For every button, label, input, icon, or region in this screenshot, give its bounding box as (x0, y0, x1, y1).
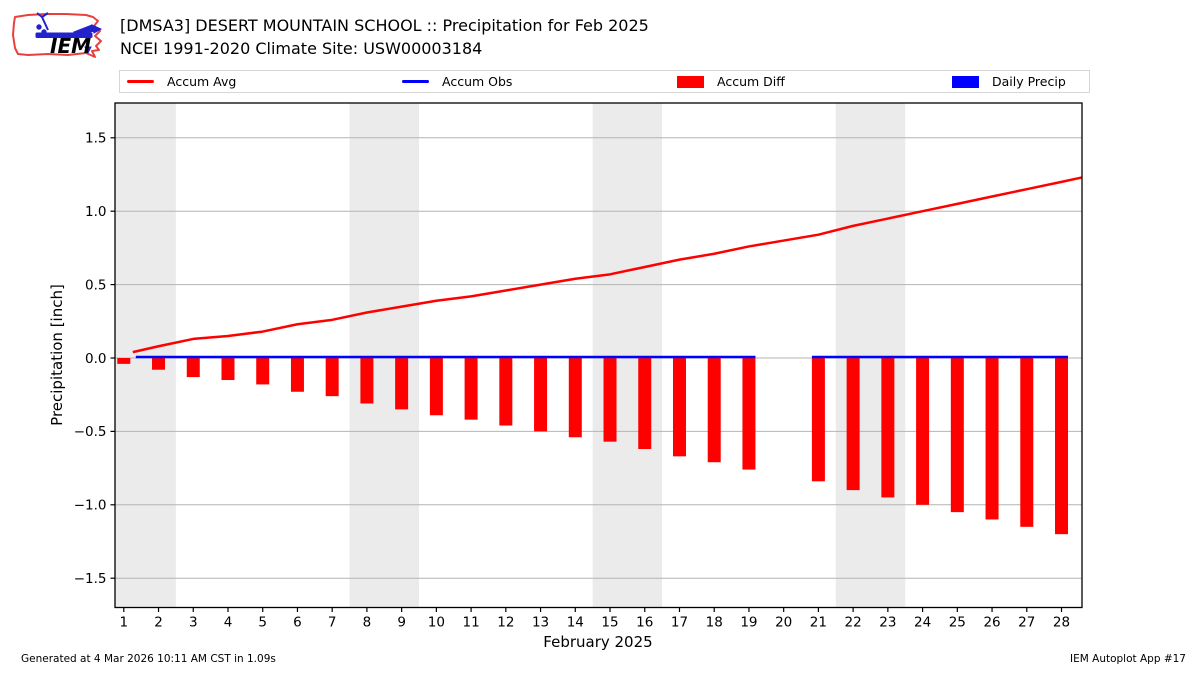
x-tick-label: 26 (983, 615, 1000, 631)
y-tick-label: 1.0 (85, 204, 106, 220)
daily-precip-patch-swatch-icon (952, 75, 979, 88)
x-tick-label: 28 (1053, 615, 1070, 631)
bar-day-2 (152, 358, 166, 370)
y-axis-ticks: −1.5 −1.0 −0.5 0.0 0.5 1.0 1.5 (74, 131, 115, 587)
bar-day-12 (499, 358, 513, 426)
bar-day-9 (395, 358, 409, 410)
x-tick-label: 17 (671, 615, 688, 631)
accum-obs-line-swatch-icon (402, 80, 429, 83)
bar-day-5 (256, 358, 270, 385)
x-tick-label: 4 (224, 615, 233, 631)
legend-item-accum-diff: Accum Diff (677, 71, 785, 92)
logo-iem-text: IEM (50, 34, 91, 58)
bar-day-28 (1055, 358, 1069, 535)
x-tick-label: 24 (914, 615, 931, 631)
legend-label: Accum Diff (717, 74, 785, 89)
x-tick-label: 21 (810, 615, 827, 631)
bar-day-17 (672, 358, 686, 457)
plot-frame (114, 102, 1083, 609)
x-axis-ticks: 1 2 3 4 5 6 7 8 9 10 11 12 13 14 15 16 17 18 19 20 21 22 23 24 2… (120, 607, 1070, 631)
x-tick-label: 5 (258, 615, 267, 631)
app-attribution: IEM Autoplot App #17 (1070, 653, 1186, 665)
bar-day-19 (742, 358, 756, 470)
x-tick-label: 1 (120, 615, 129, 631)
bar-day-24 (916, 358, 930, 505)
accum-avg-line (132, 176, 1083, 354)
bar-day-14 (568, 358, 582, 438)
legend: Accum Avg Accum Obs Accum Diff Daily Pre… (119, 70, 1090, 93)
x-tick-label: 18 (706, 615, 723, 631)
chart-subtitle: NCEI 1991-2020 Climate Site: USW00003184 (120, 39, 483, 58)
accum-diff-bars (117, 358, 1069, 535)
y-tick-label: 1.5 (85, 131, 106, 147)
legend-item-daily-precip: Daily Precip (952, 71, 1066, 92)
bar-day-15 (603, 358, 617, 442)
bar-day-22 (846, 358, 860, 491)
iem-logo: IEM (12, 12, 103, 58)
x-tick-label: 20 (775, 615, 792, 631)
y-tick-label: 0.5 (85, 277, 106, 293)
legend-item-accum-obs: Accum Obs (402, 71, 512, 92)
legend-label: Accum Avg (167, 74, 237, 89)
y-tick-label: −1.0 (74, 498, 107, 514)
x-tick-label: 15 (601, 615, 618, 631)
bar-day-21 (811, 358, 825, 482)
x-tick-label: 25 (949, 615, 966, 631)
weekend-band (115, 103, 176, 608)
bar-day-23 (881, 358, 895, 498)
bar-day-26 (985, 358, 999, 520)
axes-frame (114, 102, 1083, 609)
x-tick-label: 16 (636, 615, 653, 631)
y-tick-label: −1.5 (74, 571, 107, 587)
x-tick-label: 9 (397, 615, 406, 631)
accum-diff-patch-swatch-icon (677, 75, 704, 88)
bar-day-13 (534, 358, 548, 432)
x-tick-label: 3 (189, 615, 198, 631)
x-tick-label: 11 (463, 615, 480, 631)
x-tick-label: 2 (154, 615, 163, 631)
generated-timestamp: Generated at 4 Mar 2026 10:11 AM CST in … (21, 653, 276, 665)
bar-day-6 (290, 358, 304, 392)
y-tick-label: −0.5 (74, 424, 107, 440)
x-tick-label: 8 (363, 615, 372, 631)
weekend-shading-bands (115, 103, 906, 608)
bar-day-3 (186, 358, 200, 378)
bar-day-16 (638, 358, 652, 450)
x-tick-label: 10 (428, 615, 445, 631)
x-tick-label: 13 (532, 615, 549, 631)
weekend-band (592, 103, 663, 608)
bar-day-8 (360, 358, 374, 404)
bar-day-7 (325, 358, 339, 397)
x-tick-label: 12 (497, 615, 514, 631)
weather-vane-icon (35, 12, 103, 55)
bar-day-11 (464, 358, 478, 420)
title-block: [DMSA3] DESERT MOUNTAIN SCHOOL :: Precip… (120, 14, 649, 60)
x-tick-label: 23 (879, 615, 896, 631)
x-axis-label: February 2025 (543, 633, 652, 651)
x-tick-label: 6 (293, 615, 302, 631)
bar-day-25 (950, 358, 964, 513)
bar-day-10 (429, 358, 443, 416)
y-tick-label: 0.0 (85, 351, 106, 367)
legend-label: Accum Obs (442, 74, 513, 89)
x-tick-label: 27 (1018, 615, 1035, 631)
x-tick-label: 7 (328, 615, 337, 631)
weekend-band (349, 103, 420, 608)
x-tick-label: 22 (845, 615, 862, 631)
legend-item-accum-avg: Accum Avg (127, 71, 236, 92)
bar-day-1 (117, 358, 131, 364)
accum-avg-line-swatch-icon (127, 80, 154, 83)
accum-lines (132, 176, 1083, 359)
bar-day-18 (707, 358, 721, 463)
bar-day-4 (221, 358, 235, 381)
y-axis-label: Precipitation [inch] (48, 284, 66, 426)
x-tick-label: 14 (567, 615, 584, 631)
bar-day-27 (1020, 358, 1034, 527)
x-tick-label: 19 (740, 615, 757, 631)
chart-title: [DMSA3] DESERT MOUNTAIN SCHOOL :: Precip… (120, 16, 649, 35)
weekend-band (835, 103, 906, 608)
legend-label: Daily Precip (992, 74, 1066, 89)
